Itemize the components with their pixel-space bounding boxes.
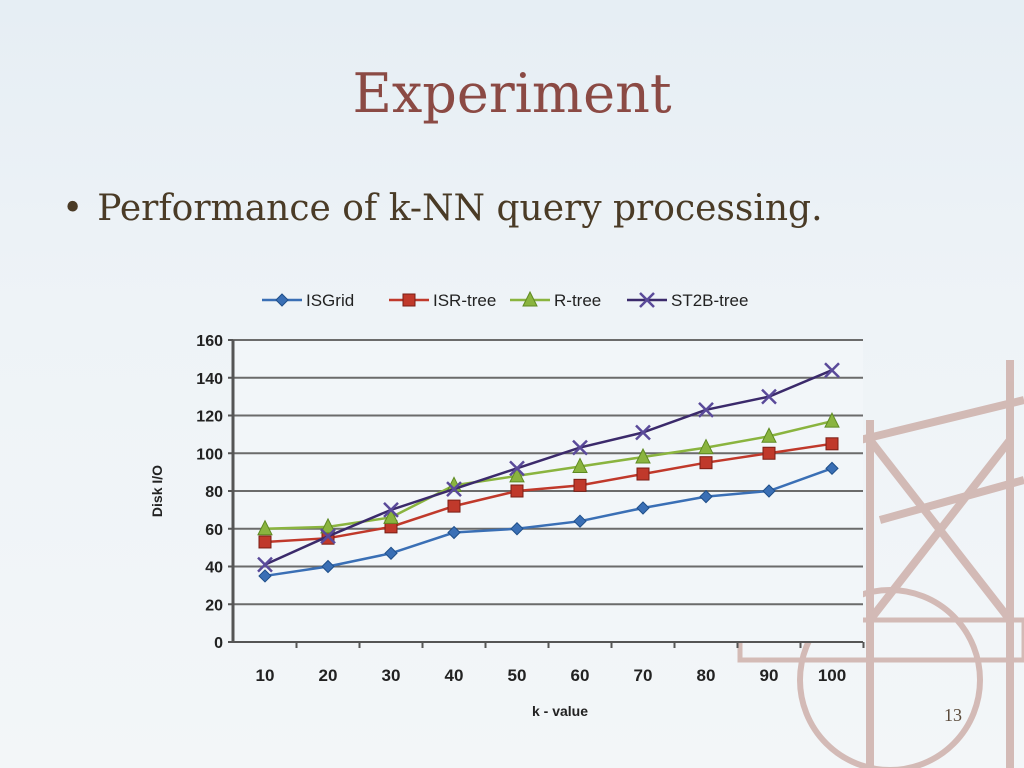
data-point [572,457,588,473]
data-point [762,484,776,498]
y-tick-label: 120 [196,409,223,426]
x-tick-label: 60 [571,666,590,685]
data-point [573,514,587,528]
data-point [275,293,289,307]
x-axis-label: k - value [532,703,588,719]
data-point [636,467,650,481]
legend-item: ST2B-tree [627,291,748,310]
data-point [447,525,461,540]
data-point [825,437,839,451]
x-tick-label: 30 [382,666,401,685]
series-line [264,442,833,544]
page-number: 13 [944,705,962,725]
y-tick-label: 160 [196,333,223,350]
y-tick-label: 100 [196,446,223,463]
bullet-text: Performance of k-NN query processing. [97,188,823,229]
series-line [264,369,833,566]
data-point [509,466,525,483]
data-point [383,501,399,518]
x-tick-label: 70 [634,666,653,685]
slide-title: Experiment [352,62,672,125]
bullet-point: • Performance of k-NN query processing. [62,188,823,229]
x-tick-label: 90 [760,666,779,685]
y-tick-label: 40 [205,560,223,577]
legend-label: ISR-tree [433,291,496,310]
series-line [264,467,833,578]
data-point [699,489,713,504]
data-point [762,446,776,460]
data-point [635,447,651,464]
x-tick-label: 10 [256,666,275,685]
data-point [384,546,398,560]
legend-label: ISGrid [306,291,354,310]
data-point [257,519,273,536]
data-point [383,508,399,524]
data-point [635,424,651,441]
series-isgrid [258,461,839,583]
series-st2b-tree [257,362,840,573]
data-point [447,499,461,513]
y-tick-label: 140 [196,371,223,388]
x-tick-label: 20 [319,666,338,685]
data-point [761,427,777,443]
x-tick-label: 40 [445,666,464,685]
legend-item: ISR-tree [389,291,496,310]
data-point [509,460,525,477]
data-point [825,461,839,476]
data-point [699,456,713,470]
y-tick-label: 60 [205,522,223,539]
data-point [639,292,655,308]
bullet-dot: • [62,188,84,229]
data-point [824,412,840,428]
data-point [510,484,524,498]
x-tick-label: 100 [818,666,846,685]
data-point [698,401,714,418]
legend-item: R-tree [510,290,601,310]
data-point [824,362,840,379]
data-point [402,293,416,307]
y-axis-label: Disk I/O [149,465,165,517]
legend-label: ST2B-tree [671,291,748,310]
data-point [321,559,335,574]
data-point [258,569,272,583]
data-point [258,535,272,549]
y-tick-label: 0 [214,635,223,652]
data-point [320,528,336,545]
data-point [510,522,524,536]
data-point [761,388,777,405]
data-point [257,556,273,573]
data-point [572,439,588,456]
data-point [522,290,538,307]
data-point [698,438,714,455]
y-tick-label: 20 [205,597,223,614]
x-tick-label: 80 [697,666,716,685]
legend-item: ISGrid [262,291,354,310]
data-point [320,517,336,534]
data-point [636,501,650,515]
data-point [446,481,462,497]
y-tick-label: 80 [205,484,223,501]
legend-label: R-tree [554,291,601,310]
x-tick-label: 50 [508,666,527,685]
data-point [573,478,587,492]
